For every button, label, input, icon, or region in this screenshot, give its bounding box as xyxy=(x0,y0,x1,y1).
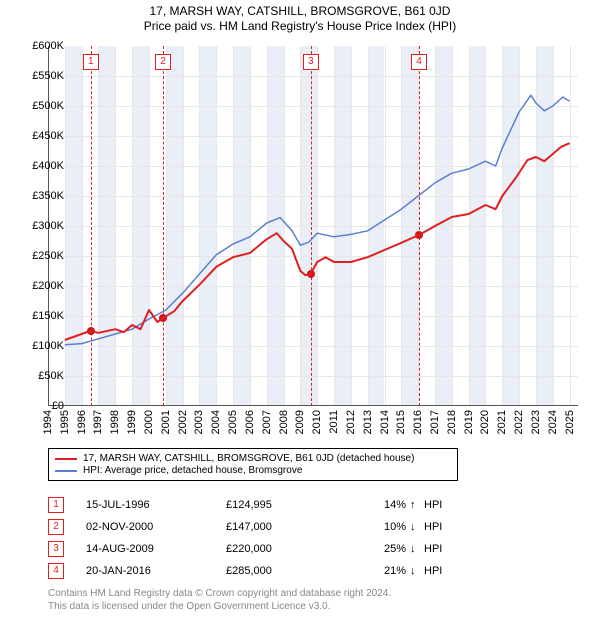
y-tick-label: £300K xyxy=(20,220,64,232)
sale-ref: HPI xyxy=(424,543,442,555)
sale-row: 4 20-JAN-2016£285,00021%↓HPI xyxy=(48,560,568,582)
y-tick-label: £200K xyxy=(20,280,64,292)
x-tick-label: 1998 xyxy=(109,410,121,434)
series-line-property xyxy=(65,143,570,340)
y-tick-label: £550K xyxy=(20,70,64,82)
x-tick-label: 1999 xyxy=(126,410,138,434)
sale-price: £147,000 xyxy=(226,521,346,533)
x-tick-label: 2023 xyxy=(530,410,542,434)
x-tick-label: 1995 xyxy=(59,410,71,434)
x-tick-label: 1996 xyxy=(76,410,88,434)
sale-arrow-icon: ↑ xyxy=(410,499,424,511)
x-tick-label: 2001 xyxy=(160,410,172,434)
sale-arrow-icon: ↓ xyxy=(410,521,424,533)
x-tick-label: 2005 xyxy=(227,410,239,434)
sale-number: 1 xyxy=(48,497,64,513)
x-tick-label: 2017 xyxy=(429,410,441,434)
y-tick-label: £250K xyxy=(20,250,64,262)
x-tick-label: 2008 xyxy=(278,410,290,434)
sale-date: 15-JUL-1996 xyxy=(86,499,226,511)
sale-ref: HPI xyxy=(424,565,442,577)
y-tick-label: £450K xyxy=(20,130,64,142)
x-tick-label: 2014 xyxy=(379,410,391,434)
y-tick-label: £500K xyxy=(20,100,64,112)
legend-swatch-property xyxy=(55,458,77,460)
x-tick-label: 2025 xyxy=(564,410,576,434)
x-tick-label: 2015 xyxy=(395,410,407,434)
legend-label-property: 17, MARSH WAY, CATSHILL, BROMSGROVE, B61… xyxy=(83,453,414,464)
sale-number: 3 xyxy=(48,541,64,557)
y-tick-label: £100K xyxy=(20,340,64,352)
x-tick-label: 2010 xyxy=(311,410,323,434)
x-tick-label: 2004 xyxy=(210,410,222,434)
legend-label-hpi: HPI: Average price, detached house, Brom… xyxy=(83,465,302,476)
sale-delta: 10% xyxy=(346,521,410,533)
sale-date: 20-JAN-2016 xyxy=(86,565,226,577)
x-tick-label: 2011 xyxy=(328,410,340,434)
x-tick-label: 2006 xyxy=(244,410,256,434)
legend: 17, MARSH WAY, CATSHILL, BROMSGROVE, B61… xyxy=(48,448,458,481)
sale-number: 2 xyxy=(48,519,64,535)
x-tick-label: 1997 xyxy=(92,410,104,434)
sale-ref: HPI xyxy=(424,499,442,511)
sale-arrow-icon: ↓ xyxy=(410,543,424,555)
legend-item-hpi: HPI: Average price, detached house, Brom… xyxy=(55,465,451,476)
container: 17, MARSH WAY, CATSHILL, BROMSGROVE, B61… xyxy=(0,4,600,624)
legend-swatch-hpi xyxy=(55,470,77,472)
sale-price: £220,000 xyxy=(226,543,346,555)
sale-date: 02-NOV-2000 xyxy=(86,521,226,533)
x-tick-label: 2003 xyxy=(193,410,205,434)
sale-row: 2 02-NOV-2000£147,00010%↓HPI xyxy=(48,516,568,538)
sale-ref: HPI xyxy=(424,521,442,533)
x-tick-label: 1994 xyxy=(42,410,54,434)
x-tick-label: 2002 xyxy=(177,410,189,434)
footnote: Contains HM Land Registry data © Crown c… xyxy=(48,588,568,613)
sale-delta: 25% xyxy=(346,543,410,555)
chart-area: 1234 xyxy=(48,46,578,406)
sale-delta: 21% xyxy=(346,565,410,577)
x-tick-label: 2016 xyxy=(412,410,424,434)
x-tick-label: 2024 xyxy=(547,410,559,434)
x-tick-label: 2007 xyxy=(261,410,273,434)
footnote-line2: This data is licensed under the Open Gov… xyxy=(48,601,330,612)
y-tick-label: £600K xyxy=(20,40,64,52)
x-tick-label: 2000 xyxy=(143,410,155,434)
series-line-hpi xyxy=(65,95,570,345)
sales-table: 115-JUL-1996£124,99514%↑HPI202-NOV-2000£… xyxy=(48,494,568,582)
y-tick-label: £50K xyxy=(20,370,64,382)
sale-row: 1 15-JUL-1996£124,99514%↑HPI xyxy=(48,494,568,516)
x-tick-label: 2009 xyxy=(294,410,306,434)
sale-row: 3 14-AUG-2009£220,00025%↓HPI xyxy=(48,538,568,560)
y-tick-label: £150K xyxy=(20,310,64,322)
x-tick-label: 2022 xyxy=(513,410,525,434)
sale-delta: 14% xyxy=(346,499,410,511)
x-tick-label: 2020 xyxy=(479,410,491,434)
x-tick-label: 2021 xyxy=(496,410,508,434)
sale-price: £285,000 xyxy=(226,565,346,577)
sale-date: 14-AUG-2009 xyxy=(86,543,226,555)
x-tick-label: 2018 xyxy=(446,410,458,434)
x-tick-label: 2013 xyxy=(362,410,374,434)
chart-title: 17, MARSH WAY, CATSHILL, BROMSGROVE, B61… xyxy=(0,4,600,18)
sale-price: £124,995 xyxy=(226,499,346,511)
x-tick-label: 2019 xyxy=(463,410,475,434)
y-tick-label: £350K xyxy=(20,190,64,202)
chart-lines xyxy=(48,46,578,406)
sale-number: 4 xyxy=(48,563,64,579)
footnote-line1: Contains HM Land Registry data © Crown c… xyxy=(48,588,391,599)
x-tick-label: 2012 xyxy=(345,410,357,434)
sale-arrow-icon: ↓ xyxy=(410,565,424,577)
chart-subtitle: Price paid vs. HM Land Registry's House … xyxy=(0,19,600,33)
y-tick-label: £400K xyxy=(20,160,64,172)
legend-item-property: 17, MARSH WAY, CATSHILL, BROMSGROVE, B61… xyxy=(55,453,451,464)
